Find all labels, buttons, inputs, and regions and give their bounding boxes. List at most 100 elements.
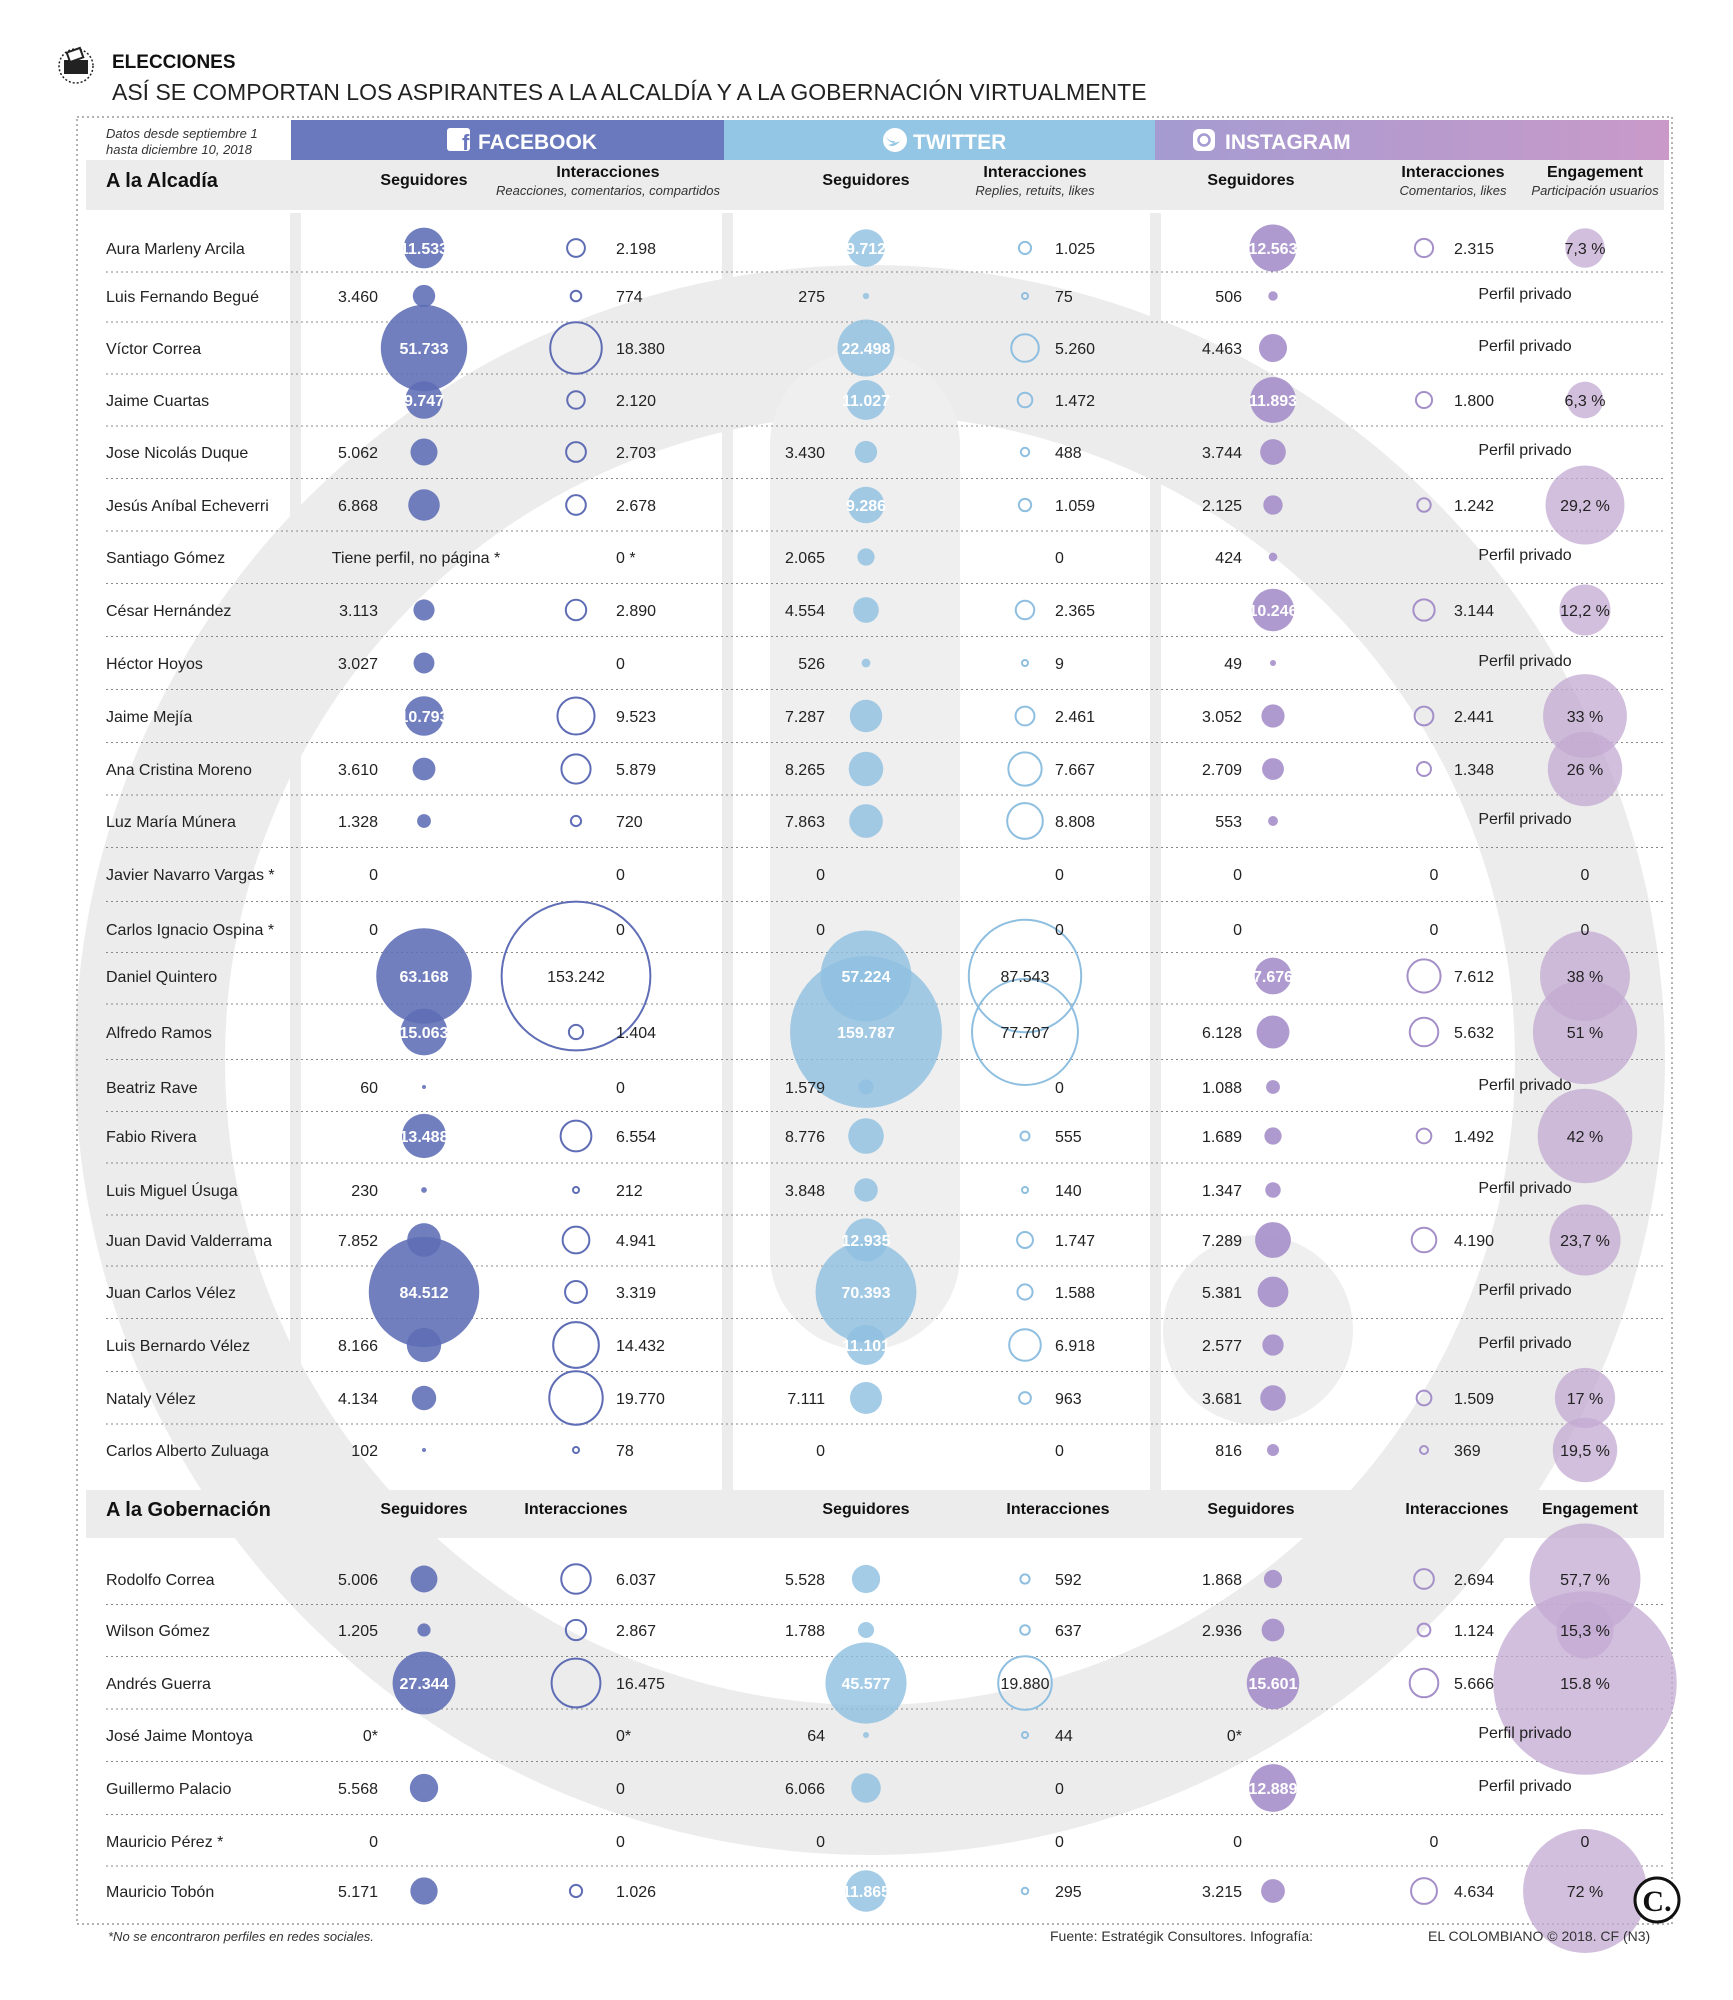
tw-followers-value: 275 <box>798 289 825 306</box>
ig-followers-value: 7.676 <box>1253 969 1293 986</box>
fb-interactions-value: 19.770 <box>616 1391 665 1408</box>
tw-followers-value: 3.430 <box>785 445 825 462</box>
footer-credit: EL COLOMBIANO © 2018. CF (N3) <box>1428 1928 1650 1944</box>
candidate-name: Carlos Ignacio Ospina * <box>106 922 274 939</box>
fb-followers-value: 0 <box>369 922 378 939</box>
engagement-value: 0 <box>1581 1834 1590 1851</box>
fb-interactions-value: 0* <box>616 1728 631 1745</box>
ig-followers-value: 0 <box>1233 867 1242 884</box>
tw-followers-bubble <box>853 597 879 623</box>
candidate-name: Beatriz Rave <box>106 1080 198 1097</box>
column-header: Engagement <box>1547 164 1644 181</box>
ig-interactions-bubble <box>1408 1016 1440 1048</box>
tw-followers-bubble <box>845 1324 887 1366</box>
ig-followers-value: 6.128 <box>1202 1025 1242 1042</box>
engagement-value: 7,3 % <box>1565 241 1606 258</box>
ig-private-profile: Perfil privado <box>1478 442 1571 459</box>
fb-interactions-bubble <box>565 494 587 516</box>
tw-followers-bubble <box>851 1773 881 1803</box>
tw-interactions-bubble <box>1018 1391 1032 1405</box>
candidate-name: Carlos Alberto Zuluaga <box>106 1443 269 1460</box>
fb-followers-value: 1.205 <box>338 1623 378 1640</box>
fb-interactions-value: 4.941 <box>616 1233 656 1250</box>
engagement-bubble <box>1523 1829 1647 1953</box>
fb-followers-bubble <box>413 599 435 621</box>
ig-interactions-bubble <box>1416 1622 1432 1638</box>
ig-followers-value: 506 <box>1215 289 1242 306</box>
tw-followers-bubble <box>825 1642 907 1724</box>
fb-followers-value: 3.460 <box>338 289 378 306</box>
fb-followers-value: 5.568 <box>338 1781 378 1798</box>
fb-followers-value: 10.793 <box>400 709 449 726</box>
tw-followers-bubble <box>815 1241 917 1343</box>
tw-followers-value: 9.712 <box>846 241 886 258</box>
ig-followers-value: 553 <box>1215 814 1242 831</box>
engagement-bubble <box>1543 674 1627 758</box>
tw-interactions-value: 87.543 <box>1001 969 1050 986</box>
column-header: Seguidores <box>380 172 467 189</box>
fb-interactions-value: 6.037 <box>616 1572 656 1589</box>
fb-interactions-value: 9.523 <box>616 709 656 726</box>
candidate-name: Jesús Aníbal Echeverri <box>106 498 269 515</box>
instagram-label: INSTAGRAM <box>1225 131 1351 154</box>
ig-interactions-value: 0 <box>1430 922 1439 939</box>
instagram-icon <box>1193 129 1215 151</box>
tw-interactions-bubble <box>1020 1886 1030 1896</box>
tw-interactions-bubble <box>1021 292 1029 300</box>
engagement-value: 15,3 % <box>1560 1623 1610 1640</box>
alcaldia-header-band <box>86 160 1664 210</box>
engagement-bubble <box>1554 1367 1616 1429</box>
tw-followers-value: 64 <box>807 1728 825 1745</box>
facebook-banner <box>291 120 724 160</box>
ig-interactions-bubble <box>1410 1226 1438 1254</box>
ig-interactions-value: 1.492 <box>1454 1129 1494 1146</box>
ig-private-profile: Perfil privado <box>1478 547 1571 564</box>
tw-interactions-value: 0 <box>1055 550 1064 567</box>
fb-interactions-bubble <box>569 289 583 303</box>
tw-interactions-bubble <box>1016 1231 1034 1249</box>
tw-followers-value: 1.579 <box>785 1080 825 1097</box>
tw-followers-value: 57.224 <box>842 969 891 986</box>
tw-followers-bubble <box>790 956 942 1108</box>
fb-followers-bubble <box>392 1651 456 1715</box>
fb-followers-bubble <box>408 489 440 521</box>
ig-interactions-value: 5.632 <box>1454 1025 1494 1042</box>
ig-interactions-bubble <box>1415 1389 1433 1407</box>
engagement-value: 38 % <box>1567 969 1603 986</box>
fb-followers-value: 13.488 <box>400 1129 449 1146</box>
ig-interactions-value: 1.242 <box>1454 498 1494 515</box>
fb-followers-bubble <box>422 1448 426 1452</box>
tw-followers-bubble <box>854 440 878 464</box>
twitter-label: TWITTER <box>913 131 1006 154</box>
fb-interactions-bubble <box>566 238 586 258</box>
fb-followers-value: 7.852 <box>338 1233 378 1250</box>
ig-followers-bubble <box>1262 1334 1284 1356</box>
ig-interactions-value: 5.666 <box>1454 1676 1494 1693</box>
tw-interactions-bubble <box>1021 1186 1029 1194</box>
candidate-name: Mauricio Pérez * <box>106 1834 223 1851</box>
ig-interactions-bubble <box>1408 1667 1440 1699</box>
ig-interactions-bubble <box>1413 1568 1435 1590</box>
tw-followers-bubble <box>863 1732 869 1738</box>
ig-followers-value: 816 <box>1215 1443 1242 1460</box>
fb-interactions-bubble <box>564 1618 588 1642</box>
ig-private-profile: Perfil privado <box>1478 286 1571 303</box>
ig-followers-bubble <box>1268 552 1278 562</box>
fb-interactions-bubble <box>552 1321 600 1369</box>
date-note: Datos desde septiembre 1 hasta diciembre … <box>106 126 258 157</box>
fb-interactions-value: 2.867 <box>616 1623 656 1640</box>
ig-private-profile: Perfil privado <box>1478 1725 1571 1742</box>
fb-followers-bubble <box>422 1085 426 1089</box>
engagement-value: 0 <box>1581 867 1590 884</box>
fb-interactions-value: 0 <box>616 1080 625 1097</box>
gobernacion-header-band <box>86 1490 1664 1538</box>
engagement-value: 57,7 % <box>1560 1572 1610 1589</box>
tw-followers-bubble <box>858 1079 874 1095</box>
fb-followers-bubble <box>409 1773 439 1803</box>
tw-followers-value: 7.111 <box>787 1391 825 1408</box>
candidate-name: Juan Carlos Vélez <box>106 1285 236 1302</box>
fb-interactions-value: 2.703 <box>616 445 656 462</box>
tw-followers-value: 11.027 <box>842 393 890 410</box>
ig-followers-value: 12.889 <box>1249 1781 1298 1798</box>
ig-followers-value: 5.381 <box>1202 1285 1242 1302</box>
